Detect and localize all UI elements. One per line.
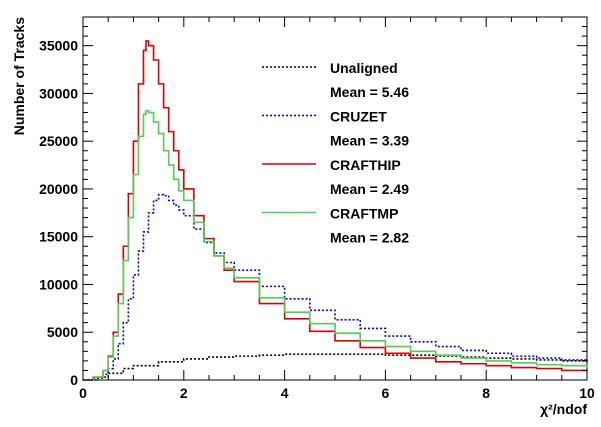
legend: Unaligned Mean = 5.46 CRUZET Mean = 3.39 CRA… xyxy=(262,60,409,246)
legend-label-cruzet: CRUZET xyxy=(330,109,387,125)
series-line-craftmp xyxy=(83,109,588,381)
y-tick-label: 30000 xyxy=(39,85,78,101)
legend-label-crafthip: CRAFTHIP xyxy=(330,157,401,173)
x-tick-label: 4 xyxy=(281,385,289,401)
legend-mean-unaligned: Mean = 5.46 xyxy=(330,84,409,100)
y-tick-label: 0 xyxy=(70,372,78,388)
legend-mean-craftmp: Mean = 2.82 xyxy=(330,230,409,246)
series-line-crafthip xyxy=(83,40,588,381)
y-tick-label: 15000 xyxy=(39,229,78,245)
legend-mean-cruzet: Mean = 3.39 xyxy=(330,133,409,149)
y-tick-label: 20000 xyxy=(39,181,78,197)
y-tick-label: 35000 xyxy=(39,38,78,54)
x-axis-title: χ²/ndof xyxy=(540,401,587,417)
x-tick-label: 2 xyxy=(180,385,188,401)
y-tick-label: 5000 xyxy=(47,324,78,340)
y-tick-label: 25000 xyxy=(39,133,78,149)
y-axis-title: Number of Tracks xyxy=(11,17,27,135)
x-tick-label: 6 xyxy=(382,385,390,401)
x-tick-label: 8 xyxy=(482,385,490,401)
legend-label-craftmp: CRAFTMP xyxy=(330,206,398,222)
legend-mean-crafthip: Mean = 2.49 xyxy=(330,181,409,197)
legend-label-unaligned: Unaligned xyxy=(330,60,398,76)
y-tick-label: 10000 xyxy=(39,276,78,292)
x-tick-label: 10 xyxy=(579,385,595,401)
axes-layer: 0 2 4 6 8 10 0 5000 10000 15000 20000 25000 30000 350… xyxy=(11,16,595,417)
series-layer xyxy=(83,40,588,381)
x-tick-label: 0 xyxy=(79,385,87,401)
